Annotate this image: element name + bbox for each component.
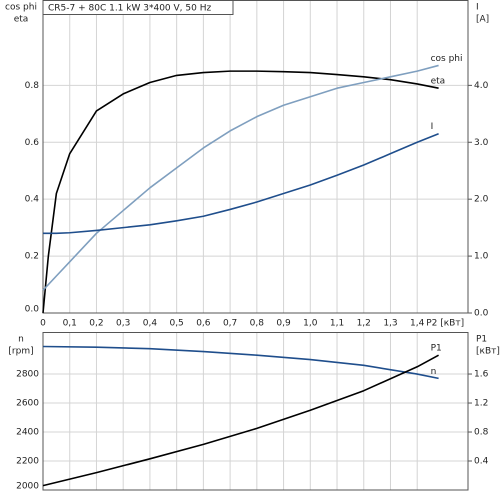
y-tick-label: 0.4 [25, 195, 40, 205]
chart-title: CR5-7 + 80C 1.1 kW 3*400 V, 50 Hz [48, 4, 211, 14]
y2-tick-label: 4.0 [474, 81, 489, 91]
series-line [42, 354, 439, 487]
series-label: n [431, 367, 437, 377]
y-tick-label: 2400 [16, 428, 39, 438]
y2-tick-label: 3.0 [474, 138, 489, 148]
y2-axis-label: [A] [476, 15, 489, 25]
x-tick-label: 0,3 [116, 319, 130, 329]
y2-tick-label: 0.0 [474, 309, 489, 319]
x-tick-label: 0,8 [250, 319, 265, 329]
y2-tick-label: 0.4 [474, 457, 489, 467]
y2-tick-label: 1.0 [474, 252, 489, 262]
x-tick-label: 0,9 [276, 319, 291, 329]
x-tick-label: 1,0 [303, 319, 318, 329]
y2-tick-label: 1.2 [474, 399, 488, 409]
x-axis-label: P2 [кВт] [426, 319, 464, 329]
x-tick-label: 1,3 [383, 319, 397, 329]
series-label: I [431, 122, 434, 132]
series-line [42, 64, 439, 291]
plot-frame [42, 0, 469, 314]
x-tick-label: 0 [40, 319, 46, 329]
x-tick-label: 1,4 [410, 319, 425, 329]
series-label: cos phi [431, 54, 463, 64]
y2-axis-label: P1 [476, 335, 487, 345]
y-tick-label: 0.6 [25, 138, 40, 148]
x-tick-label: 0,1 [63, 319, 77, 329]
title-box [42, 0, 234, 15]
y-tick-label: 2000 [16, 482, 39, 492]
y-axis-label: n [18, 335, 24, 345]
y-tick-label: 0.8 [25, 81, 40, 91]
y2-axis-label: [кВт] [476, 347, 500, 357]
y-tick-label: 2600 [16, 399, 39, 409]
y-tick-label: 2200 [16, 457, 39, 467]
series-label: eta [431, 77, 446, 87]
x-tick-label: 0,7 [223, 319, 237, 329]
x-tick-label: 0,4 [143, 319, 158, 329]
series-line [43, 132, 439, 235]
x-tick-label: 0,6 [196, 319, 211, 329]
y-tick-label: 2800 [16, 370, 39, 380]
series-line [42, 345, 439, 380]
plot-frame [42, 332, 469, 491]
y2-tick-label: 0.8 [474, 428, 489, 438]
y-tick-label: 0.0 [25, 305, 40, 315]
y2-tick-label: 2.0 [474, 195, 489, 205]
x-tick-label: 1,2 [357, 319, 371, 329]
y2-tick-label: 1.6 [474, 370, 489, 380]
x-tick-label: 1,1 [330, 319, 344, 329]
series-line [42, 70, 439, 314]
y-axis-label: cos phi [5, 3, 37, 13]
series-label: P1 [431, 344, 442, 354]
y-axis-label: eta [14, 15, 29, 25]
y-tick-label: 0.2 [25, 252, 39, 262]
y-axis-label: [rpm] [8, 347, 33, 357]
y2-axis-label: I [476, 3, 479, 13]
x-tick-label: 0,5 [169, 319, 183, 329]
x-tick-label: 0,2 [89, 319, 103, 329]
